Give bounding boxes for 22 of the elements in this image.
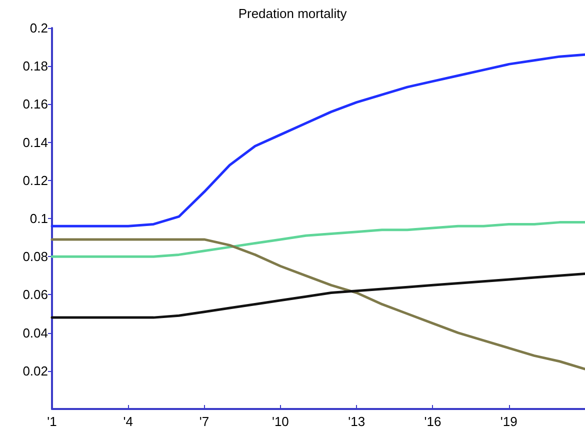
y-tick-label: 0.06 xyxy=(22,287,48,302)
x-tick-label: '10 xyxy=(272,414,289,429)
x-tick-label: '19 xyxy=(500,414,518,429)
y-tick-label: 0.12 xyxy=(22,172,48,188)
x-tick-label: '16 xyxy=(424,414,442,429)
x-tick-label: '4 xyxy=(123,414,133,429)
y-tick-label: 0.18 xyxy=(22,58,48,74)
line-series xyxy=(50,238,585,370)
y-tick-label: 0.2 xyxy=(30,20,48,36)
line-series xyxy=(50,221,585,258)
y-tick-label: 0.1 xyxy=(30,211,48,226)
y-tick-label: 0.14 xyxy=(22,134,48,150)
chart-title: Predation mortality xyxy=(238,6,348,21)
x-tick-label: '13 xyxy=(348,414,366,429)
line-series xyxy=(50,53,585,228)
y-tick-label: 0.02 xyxy=(22,363,48,378)
x-tick-label: '7 xyxy=(199,414,210,429)
line-series xyxy=(50,272,585,319)
y-tick-label: 0.08 xyxy=(22,249,48,264)
y-tick-label: 0.04 xyxy=(22,325,48,340)
y-tick-label: 0.16 xyxy=(22,96,48,112)
x-tick-label: '1 xyxy=(47,414,57,429)
